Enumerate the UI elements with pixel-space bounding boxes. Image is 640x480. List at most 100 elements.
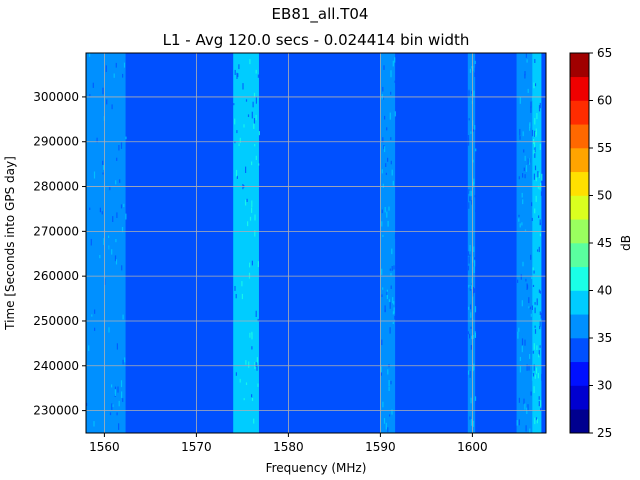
speck xyxy=(533,173,535,180)
speck xyxy=(124,357,126,363)
speck xyxy=(538,396,540,400)
speck xyxy=(382,183,384,188)
speck xyxy=(523,398,525,405)
speck xyxy=(245,99,248,102)
speck xyxy=(236,130,238,134)
colorbar-swatch xyxy=(570,266,589,291)
band-4 xyxy=(516,53,533,433)
speck xyxy=(521,300,523,307)
speck xyxy=(536,113,538,120)
speck xyxy=(534,417,536,425)
speck xyxy=(541,180,543,185)
speck xyxy=(533,141,536,148)
speck xyxy=(102,160,104,165)
speck xyxy=(475,209,477,212)
speck xyxy=(90,238,92,246)
colorbar-swatch xyxy=(570,243,589,268)
speck xyxy=(518,327,520,332)
speck xyxy=(529,306,531,310)
speck xyxy=(534,153,536,158)
speck xyxy=(101,211,103,215)
speck xyxy=(387,427,389,433)
colorbar-tick-label: 45 xyxy=(597,236,612,250)
speck xyxy=(123,203,125,208)
speck xyxy=(523,149,525,153)
x-axis: 1560 1570 1580 1590 1600 xyxy=(89,433,488,454)
y-tick-label: 290000 xyxy=(33,135,79,149)
speck xyxy=(473,266,475,273)
speck xyxy=(254,214,256,221)
speck xyxy=(258,163,260,166)
speck xyxy=(245,360,247,365)
speck xyxy=(390,160,392,165)
speck xyxy=(121,391,123,398)
speck xyxy=(122,73,124,78)
speck xyxy=(469,68,471,73)
band-2 xyxy=(380,53,396,433)
speck xyxy=(534,165,537,171)
speck xyxy=(394,57,396,63)
speck xyxy=(252,101,254,108)
speck xyxy=(388,380,390,387)
y-tick-label: 260000 xyxy=(33,269,79,283)
speck xyxy=(533,364,535,371)
speck xyxy=(393,265,395,270)
speck xyxy=(235,294,237,299)
speck xyxy=(242,83,244,90)
speck xyxy=(382,137,384,143)
plot-background xyxy=(86,53,546,433)
speck xyxy=(116,157,118,161)
speck xyxy=(384,207,386,213)
speck xyxy=(255,362,257,367)
speck xyxy=(472,129,474,132)
speck xyxy=(251,161,253,166)
speck xyxy=(111,384,113,388)
x-axis-label: Frequency (MHz) xyxy=(266,461,367,475)
speck xyxy=(391,169,393,176)
speck xyxy=(536,418,538,424)
speck xyxy=(257,74,259,78)
speck xyxy=(539,345,541,348)
colorbar-swatch xyxy=(570,338,589,363)
speck xyxy=(529,428,531,434)
speck xyxy=(534,325,536,328)
speck xyxy=(245,382,248,385)
speck xyxy=(118,400,120,407)
speck xyxy=(115,62,117,68)
speck xyxy=(539,321,541,327)
speck xyxy=(540,191,543,196)
chart-subtitle: L1 - Avg 120.0 secs - 0.024414 bin width xyxy=(163,31,470,49)
speck xyxy=(539,233,541,237)
speck xyxy=(94,327,96,331)
speck xyxy=(391,248,393,255)
speck xyxy=(537,373,539,379)
speck xyxy=(537,171,539,178)
speck xyxy=(516,420,518,426)
speck xyxy=(389,327,391,334)
speck xyxy=(474,288,476,293)
speck xyxy=(246,198,248,202)
speck xyxy=(394,234,397,239)
speck xyxy=(532,373,535,377)
colorbar-tick-label: 40 xyxy=(597,284,612,298)
noise-specks xyxy=(86,53,543,434)
speck xyxy=(531,374,534,381)
speck xyxy=(534,374,536,379)
speck xyxy=(120,142,123,149)
speck xyxy=(530,106,532,113)
speck xyxy=(467,265,470,271)
speck xyxy=(386,211,388,218)
speck xyxy=(392,180,394,186)
speck xyxy=(258,131,260,136)
colorbar-tick-label: 50 xyxy=(597,189,612,203)
colorbar-swatch xyxy=(570,361,589,386)
colorbar-swatch xyxy=(570,195,589,220)
speck xyxy=(239,137,241,143)
speck xyxy=(121,265,123,271)
speck xyxy=(521,192,523,198)
speck xyxy=(392,60,394,67)
speck xyxy=(468,118,470,121)
speck xyxy=(247,114,250,117)
speck xyxy=(390,91,392,95)
speck xyxy=(245,166,247,173)
